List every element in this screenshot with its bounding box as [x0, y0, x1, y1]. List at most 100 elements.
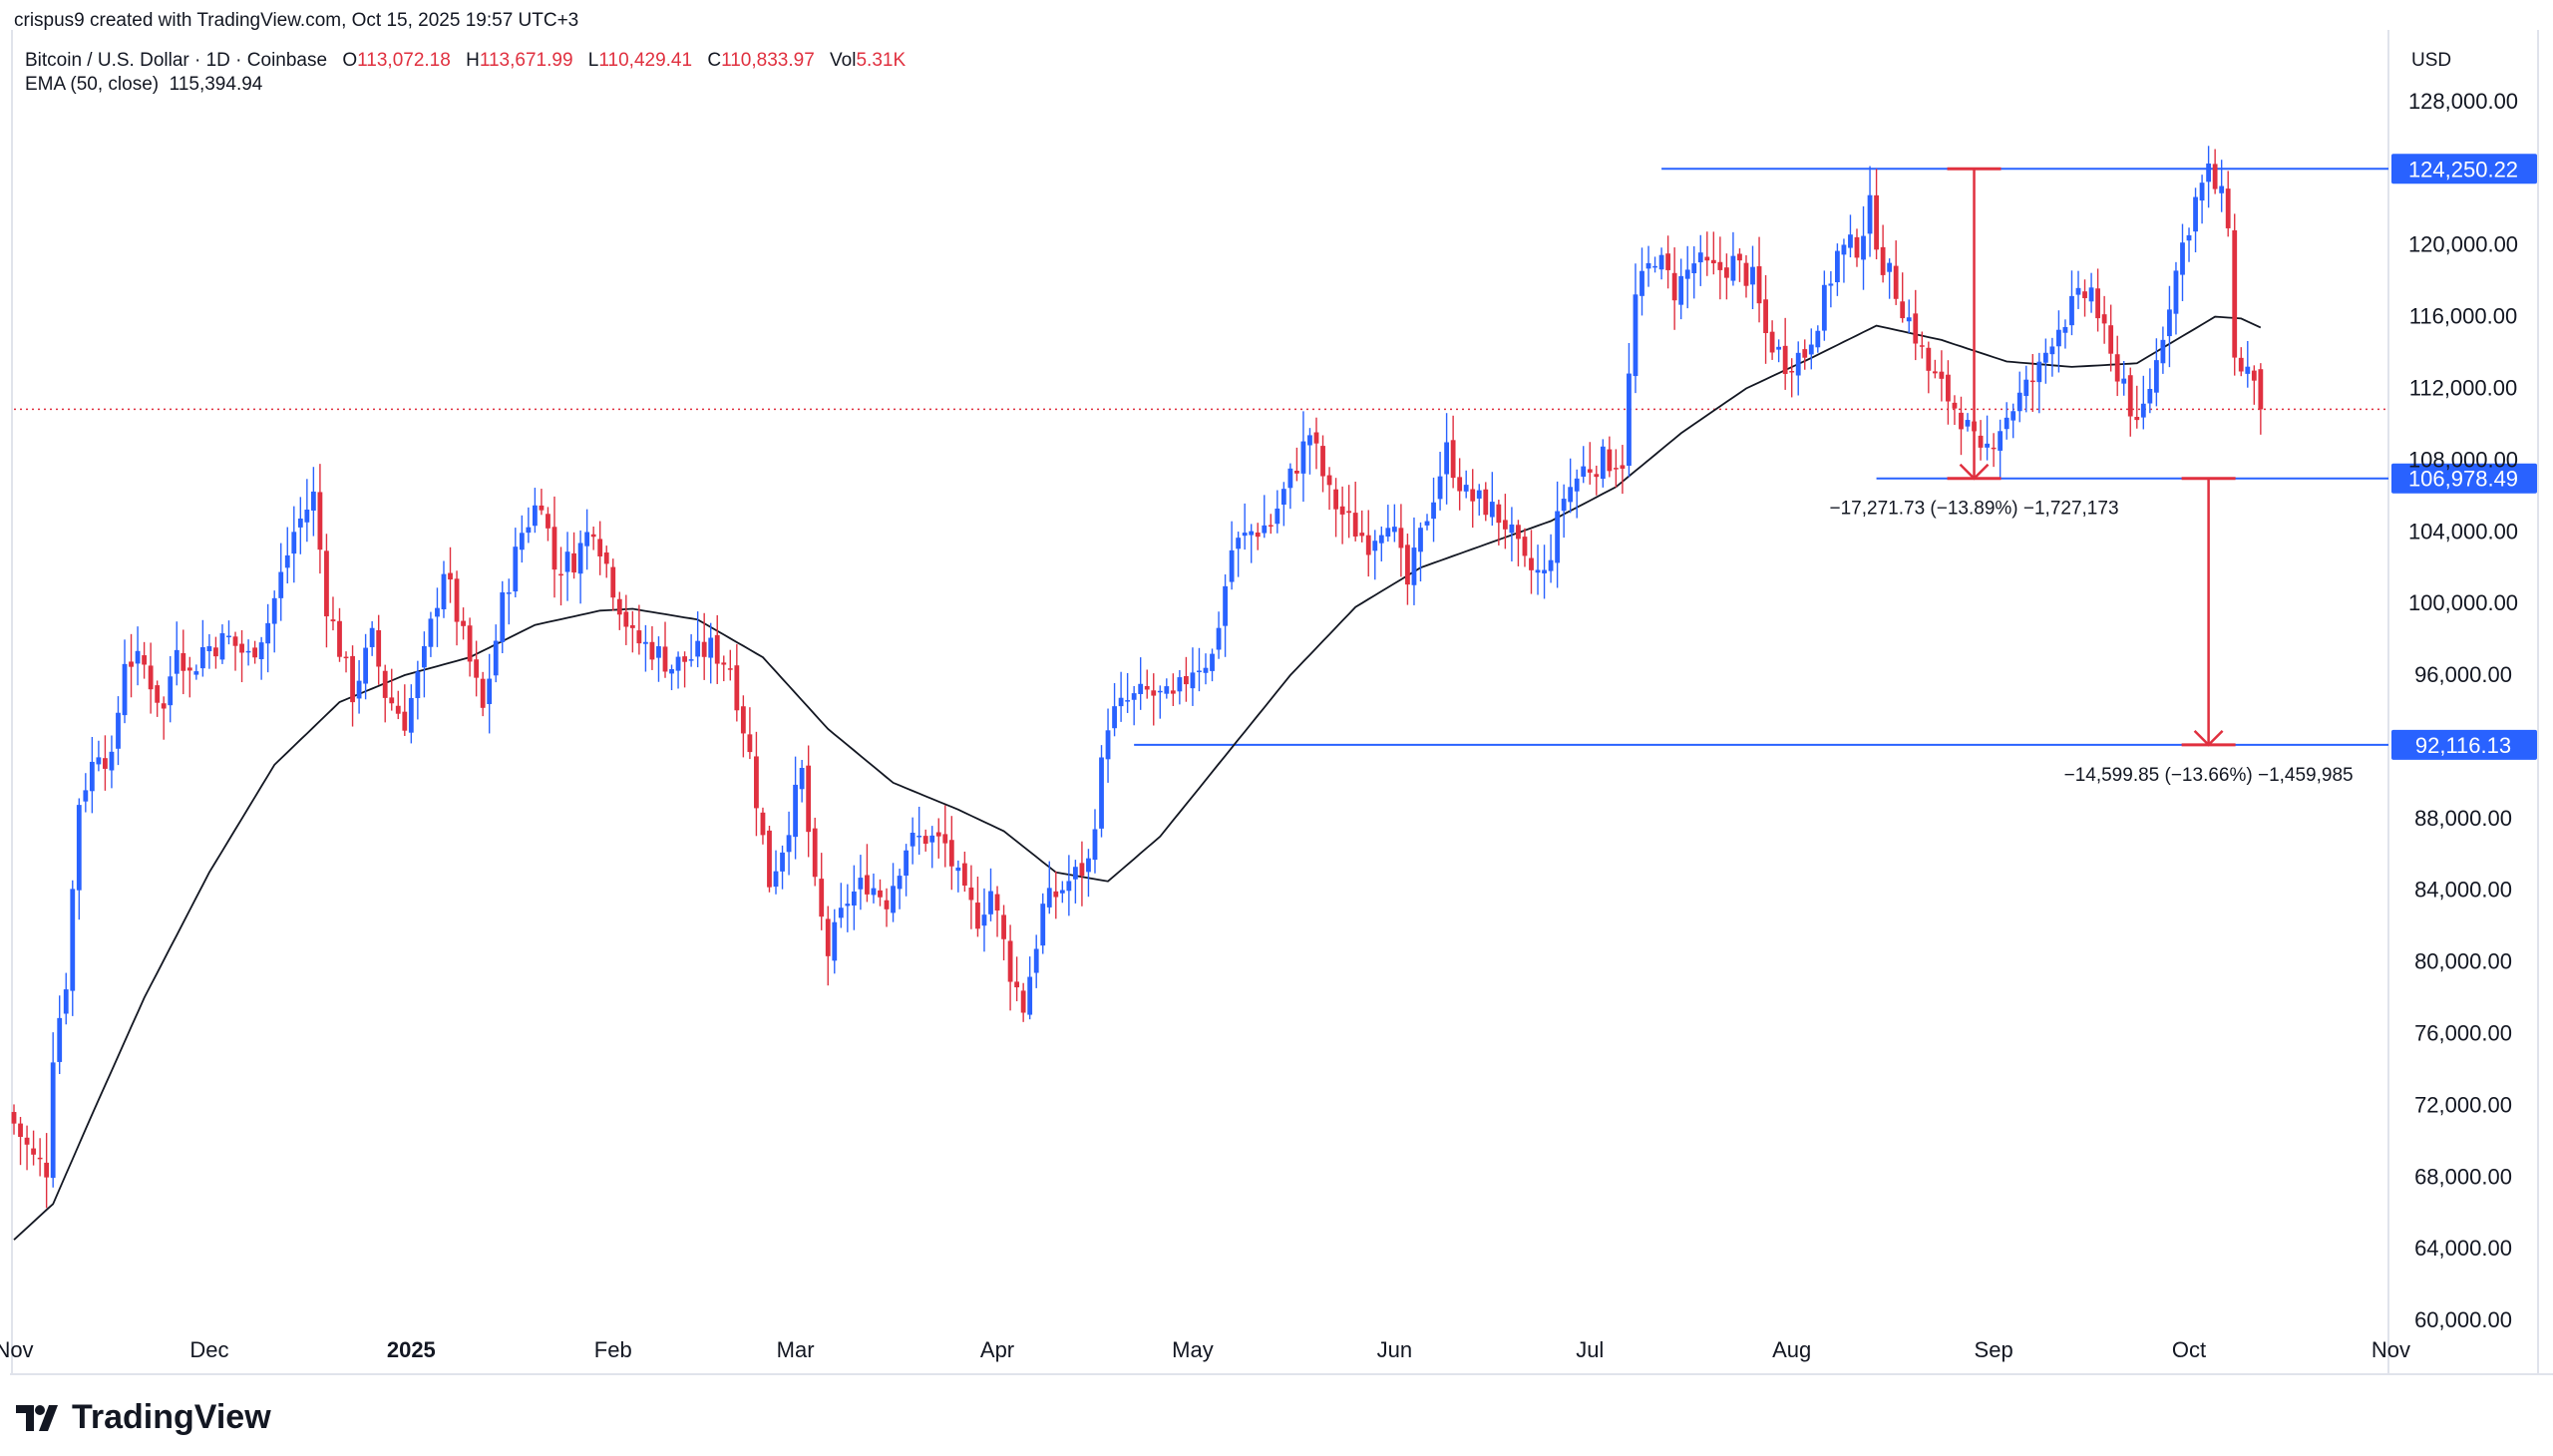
candle-body[interactable] — [271, 597, 277, 624]
candle-body[interactable] — [629, 624, 635, 628]
candle-body[interactable] — [988, 891, 993, 914]
candle-body[interactable] — [878, 890, 883, 898]
candle-body[interactable] — [1581, 466, 1587, 477]
candle-body[interactable] — [891, 886, 896, 913]
candle-body[interactable] — [226, 635, 231, 638]
candle-body[interactable] — [955, 867, 961, 872]
candle-body[interactable] — [1236, 538, 1242, 549]
candle-body[interactable] — [2095, 288, 2100, 319]
candle-body[interactable] — [2147, 388, 2153, 404]
candle-body[interactable] — [727, 668, 733, 670]
candle-body[interactable] — [1861, 235, 1866, 260]
candle-body[interactable] — [708, 637, 714, 658]
price-axis[interactable]: 60,000.00 64,000.00 68,000.00 72,000.00 76,0… — [2408, 89, 2518, 1332]
candle-body[interactable] — [415, 671, 421, 699]
candle-body[interactable] — [193, 671, 199, 675]
candle-body[interactable] — [649, 641, 655, 660]
candle-body[interactable] — [1978, 435, 1984, 448]
candle-body[interactable] — [1671, 272, 1677, 301]
candle-body[interactable] — [1985, 443, 1990, 448]
candle-body[interactable] — [382, 670, 388, 698]
candle-body[interactable] — [564, 551, 570, 572]
candle-body[interactable] — [1691, 263, 1697, 273]
candle-body[interactable] — [83, 790, 89, 802]
candle-body[interactable] — [1099, 757, 1104, 829]
candle-body[interactable] — [1802, 349, 1808, 358]
candle-body[interactable] — [871, 888, 877, 896]
candle-body[interactable] — [1952, 402, 1958, 409]
candle-body[interactable] — [2186, 234, 2192, 241]
candle-body[interactable] — [1502, 520, 1508, 530]
time-axis[interactable]: Nov Dec 2025 Feb Mar Apr May Jun Jul Aug Sep Oct Nov — [0, 1337, 2410, 1362]
candle-body[interactable] — [740, 706, 746, 734]
candle-body[interactable] — [206, 646, 212, 652]
candle-body[interactable] — [865, 875, 870, 895]
candle-body[interactable] — [1906, 317, 1912, 322]
candle-body[interactable] — [714, 634, 720, 664]
candle-body[interactable] — [389, 697, 395, 704]
candle-body[interactable] — [1170, 690, 1176, 694]
candle-body[interactable] — [1743, 262, 1749, 286]
candle-body[interactable] — [1516, 525, 1521, 540]
candle-body[interactable] — [1613, 468, 1619, 470]
candle-body[interactable] — [1216, 627, 1222, 650]
candle-body[interactable] — [441, 573, 447, 610]
candle-body[interactable] — [2127, 375, 2133, 417]
candle-body[interactable] — [1633, 294, 1639, 377]
candle-body[interactable] — [37, 1157, 43, 1160]
candle-body[interactable] — [1450, 440, 1456, 479]
candle-body[interactable] — [1112, 706, 1117, 729]
candle-body[interactable] — [981, 914, 987, 926]
candle-body[interactable] — [1750, 266, 1755, 285]
candle-body[interactable] — [799, 768, 805, 790]
candle-body[interactable] — [975, 903, 980, 929]
candle-body[interactable] — [884, 900, 890, 910]
candle-body[interactable] — [2062, 326, 2068, 333]
candle-body[interactable] — [819, 879, 825, 917]
candle-body[interactable] — [519, 533, 525, 550]
candle-body[interactable] — [2238, 357, 2244, 372]
candle-body[interactable] — [1105, 730, 1111, 760]
candle-body[interactable] — [1835, 250, 1840, 282]
candle-body[interactable] — [1294, 470, 1299, 474]
candle-body[interactable] — [948, 840, 954, 867]
candle-body[interactable] — [1489, 502, 1495, 518]
candle-body[interactable] — [812, 828, 818, 878]
candle-body[interactable] — [363, 647, 369, 684]
candle-body[interactable] — [480, 678, 486, 708]
candle-body[interactable] — [44, 1162, 50, 1178]
candle-body[interactable] — [1359, 533, 1365, 537]
candle-body[interactable] — [603, 551, 609, 564]
ema-line[interactable] — [13, 315, 2262, 1241]
candle-body[interactable] — [2251, 370, 2257, 381]
candle-body[interactable] — [721, 662, 727, 665]
candle-body[interactable] — [493, 640, 499, 676]
candle-body[interactable] — [1919, 345, 1925, 347]
candle-body[interactable] — [1998, 431, 2004, 451]
candle-body[interactable] — [1594, 474, 1600, 478]
candle-body[interactable] — [675, 656, 681, 671]
candle-body[interactable] — [1658, 254, 1664, 270]
candle-body[interactable] — [590, 534, 596, 538]
candle-body[interactable] — [838, 908, 844, 918]
candle-body[interactable] — [1555, 511, 1561, 563]
candle-body[interactable] — [2082, 291, 2087, 298]
candle-body[interactable] — [1242, 533, 1248, 537]
candle-body[interactable] — [1587, 469, 1593, 473]
candle-body[interactable] — [1007, 940, 1013, 982]
candle-body[interactable] — [1645, 262, 1651, 269]
candle-body[interactable] — [558, 573, 563, 576]
candle-body[interactable] — [1268, 525, 1274, 527]
candle-body[interactable] — [526, 527, 532, 534]
candle-body[interactable] — [2114, 354, 2120, 382]
candle-body[interactable] — [181, 652, 186, 671]
candle-body[interactable] — [2193, 196, 2198, 232]
candle-body[interactable] — [2101, 314, 2107, 324]
candle-body[interactable] — [754, 756, 759, 809]
candle-body[interactable] — [1184, 675, 1189, 685]
candle-body[interactable] — [2140, 403, 2146, 418]
candle-body[interactable] — [1027, 976, 1033, 1015]
candle-body[interactable] — [1848, 234, 1853, 248]
candle-body[interactable] — [1190, 672, 1196, 689]
